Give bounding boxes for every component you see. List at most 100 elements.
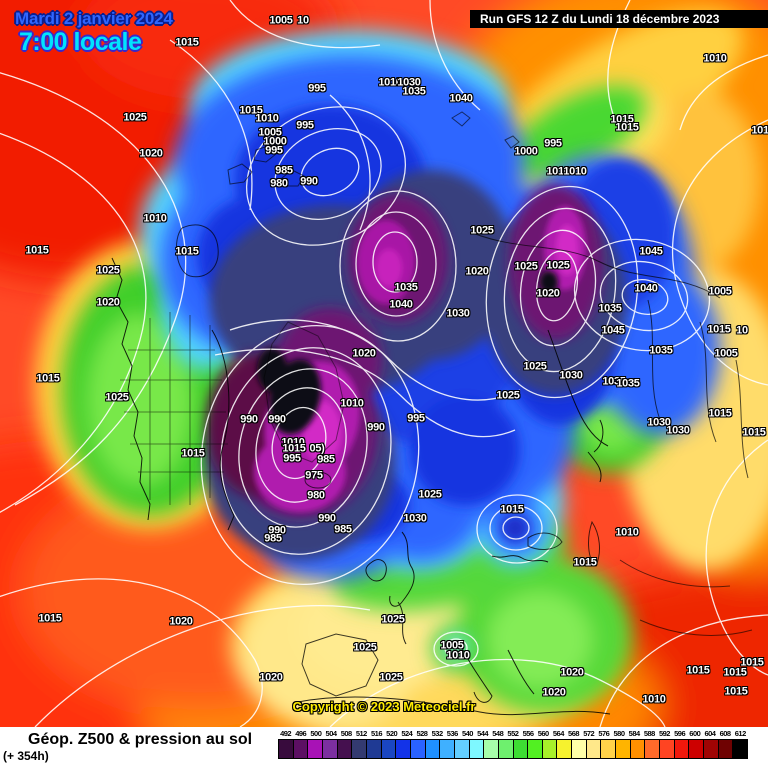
colorbar-tick: 532 (431, 729, 444, 738)
pressure-label: 1020 (542, 686, 566, 699)
pressure-label: 1010 (642, 693, 666, 706)
pressure-label: 1015 (175, 36, 199, 49)
colorbar-tick: 600 (689, 729, 701, 738)
colorbar-tick: 564 (552, 729, 565, 738)
pressure-label: 1015 (25, 244, 49, 257)
pressure-label: 1010 (378, 76, 402, 89)
product-title: Géop. Z500 & pression au sol (28, 731, 253, 748)
colorbar-labels: 492 496 500 504 508 512 516 520 524 528 532 536 540 5… (278, 729, 748, 738)
colorbar-tick: 540 (461, 729, 474, 738)
pressure-label: 1015 (38, 612, 62, 625)
colorbar-tick: 560 (537, 729, 550, 738)
colorbar-swatch (454, 740, 470, 758)
pressure-label: 1015 (707, 323, 731, 336)
pressure-label: 1000 (514, 145, 538, 158)
pressure-label: 985 (334, 523, 352, 536)
colorbar-tick: 588 (643, 729, 656, 738)
colorbar-tick: 596 (674, 729, 686, 738)
pressure-label: 1005 (714, 347, 738, 360)
pressure-label: 1015 (282, 442, 306, 455)
pressure-label: 1005 (269, 14, 293, 27)
pressure-label: 1025 (381, 613, 405, 626)
pressure-label: 1010 (546, 165, 570, 178)
valid-time-text: 7:00 locale (19, 28, 142, 56)
colorbar-swatch (322, 740, 338, 758)
pressure-label: 1035 (616, 377, 640, 390)
colorbar-swatches (278, 739, 748, 759)
pressure-label: 1015 (36, 372, 60, 385)
pressure-label: 995 (308, 82, 326, 95)
pressure-label: 1015 (615, 121, 639, 134)
pressure-label: 1025 (523, 360, 547, 373)
colorbar-swatch (366, 740, 382, 758)
colorbar-swatch (308, 740, 323, 758)
pressure-label: 1005 (708, 285, 732, 298)
pressure-label: 1010 (340, 397, 364, 410)
pressure-label: 990 (268, 524, 286, 537)
colorbar-tick: 604 (704, 729, 716, 738)
pressure-label: 985 (275, 164, 293, 177)
pressure-label: 1015 (181, 447, 205, 460)
colorbar-tick: 612 (734, 729, 747, 738)
colorbar-tick: 552 (507, 729, 519, 738)
pressure-label: 1045 (601, 324, 625, 337)
pressure-label: 980 (307, 489, 325, 502)
colorbar-swatch (601, 740, 617, 758)
pressure-label: 1015 (708, 407, 732, 420)
colorbar-swatch (586, 740, 602, 758)
pressure-label: 1035 (649, 344, 673, 357)
colorbar-swatch (630, 740, 646, 758)
colorbar-tick: 568 (568, 729, 580, 738)
colorbar-swatch (718, 740, 734, 758)
colorbar-swatch (674, 740, 690, 758)
colorbar-swatch (616, 740, 631, 758)
pressure-label: 1015 (573, 556, 597, 569)
pressure-label: 1020 (96, 296, 120, 309)
pressure-label: 1025 (546, 259, 570, 272)
colorbar-swatch (440, 740, 455, 758)
pressure-label: 1025 (470, 224, 494, 237)
pressure-label: 1045 (639, 245, 663, 258)
pressure-label: 1015 (686, 664, 710, 677)
colorbar-tick: 584 (628, 729, 641, 738)
colorbar-tick: 508 (340, 729, 353, 738)
model-run-bar: Run GFS 12 Z du Lundi 18 décembre 2023 (470, 10, 768, 28)
isobar-lines (0, 0, 768, 727)
model-run-text: Run GFS 12 Z du Lundi 18 décembre 2023 (480, 12, 720, 26)
pressure-label: 1010 (255, 112, 279, 125)
colorbar-tick: 548 (492, 729, 504, 738)
pressure-label: 1030 (446, 307, 470, 320)
colorbar-tick: 608 (719, 729, 732, 738)
pressure-label: 1025 (514, 260, 538, 273)
geopotential-field-canvas (0, 0, 768, 727)
legend-panel: Géop. Z500 & pression au sol (+ 354h) 49… (0, 727, 768, 768)
colorbar-swatch (528, 740, 543, 758)
colorbar-swatch (410, 740, 426, 758)
pressure-label: 1040 (449, 92, 473, 105)
pressure-label: 1030 (647, 416, 671, 429)
pressure-label: 1015 (175, 245, 199, 258)
pressure-label: 995 (544, 137, 562, 150)
valid-date-text: Mardi 2 janvier 2024 (15, 9, 173, 28)
pressure-label: 1010 (446, 649, 470, 662)
pressure-label: 1000 (263, 135, 287, 148)
pressure-label: 985 (317, 453, 335, 466)
colorbar-swatch (337, 740, 353, 758)
colorbar-tick: 520 (386, 729, 398, 738)
colorbar-swatch (689, 740, 705, 758)
colorbar-tick: 576 (598, 729, 610, 738)
pressure-label: 1015 (239, 104, 263, 117)
pressure-label: 1020 (352, 347, 376, 360)
pressure-label: 995 (283, 452, 301, 465)
pressure-label: 1015 (742, 426, 766, 439)
pressure-label: 1015 (723, 666, 747, 679)
colorbar: 492 496 500 504 508 512 516 520 524 528 532 536 540 5… (278, 729, 748, 759)
colorbar-tick: 500 (310, 729, 322, 738)
colorbar-tick: 580 (613, 729, 626, 738)
pressure-label: 1025 (96, 264, 120, 277)
colorbar-tick: 504 (325, 729, 338, 738)
pressure-label: 1010 (281, 436, 305, 449)
pressure-label: 995 (407, 412, 425, 425)
colorbar-swatch (352, 740, 367, 758)
colorbar-swatch (293, 740, 309, 758)
